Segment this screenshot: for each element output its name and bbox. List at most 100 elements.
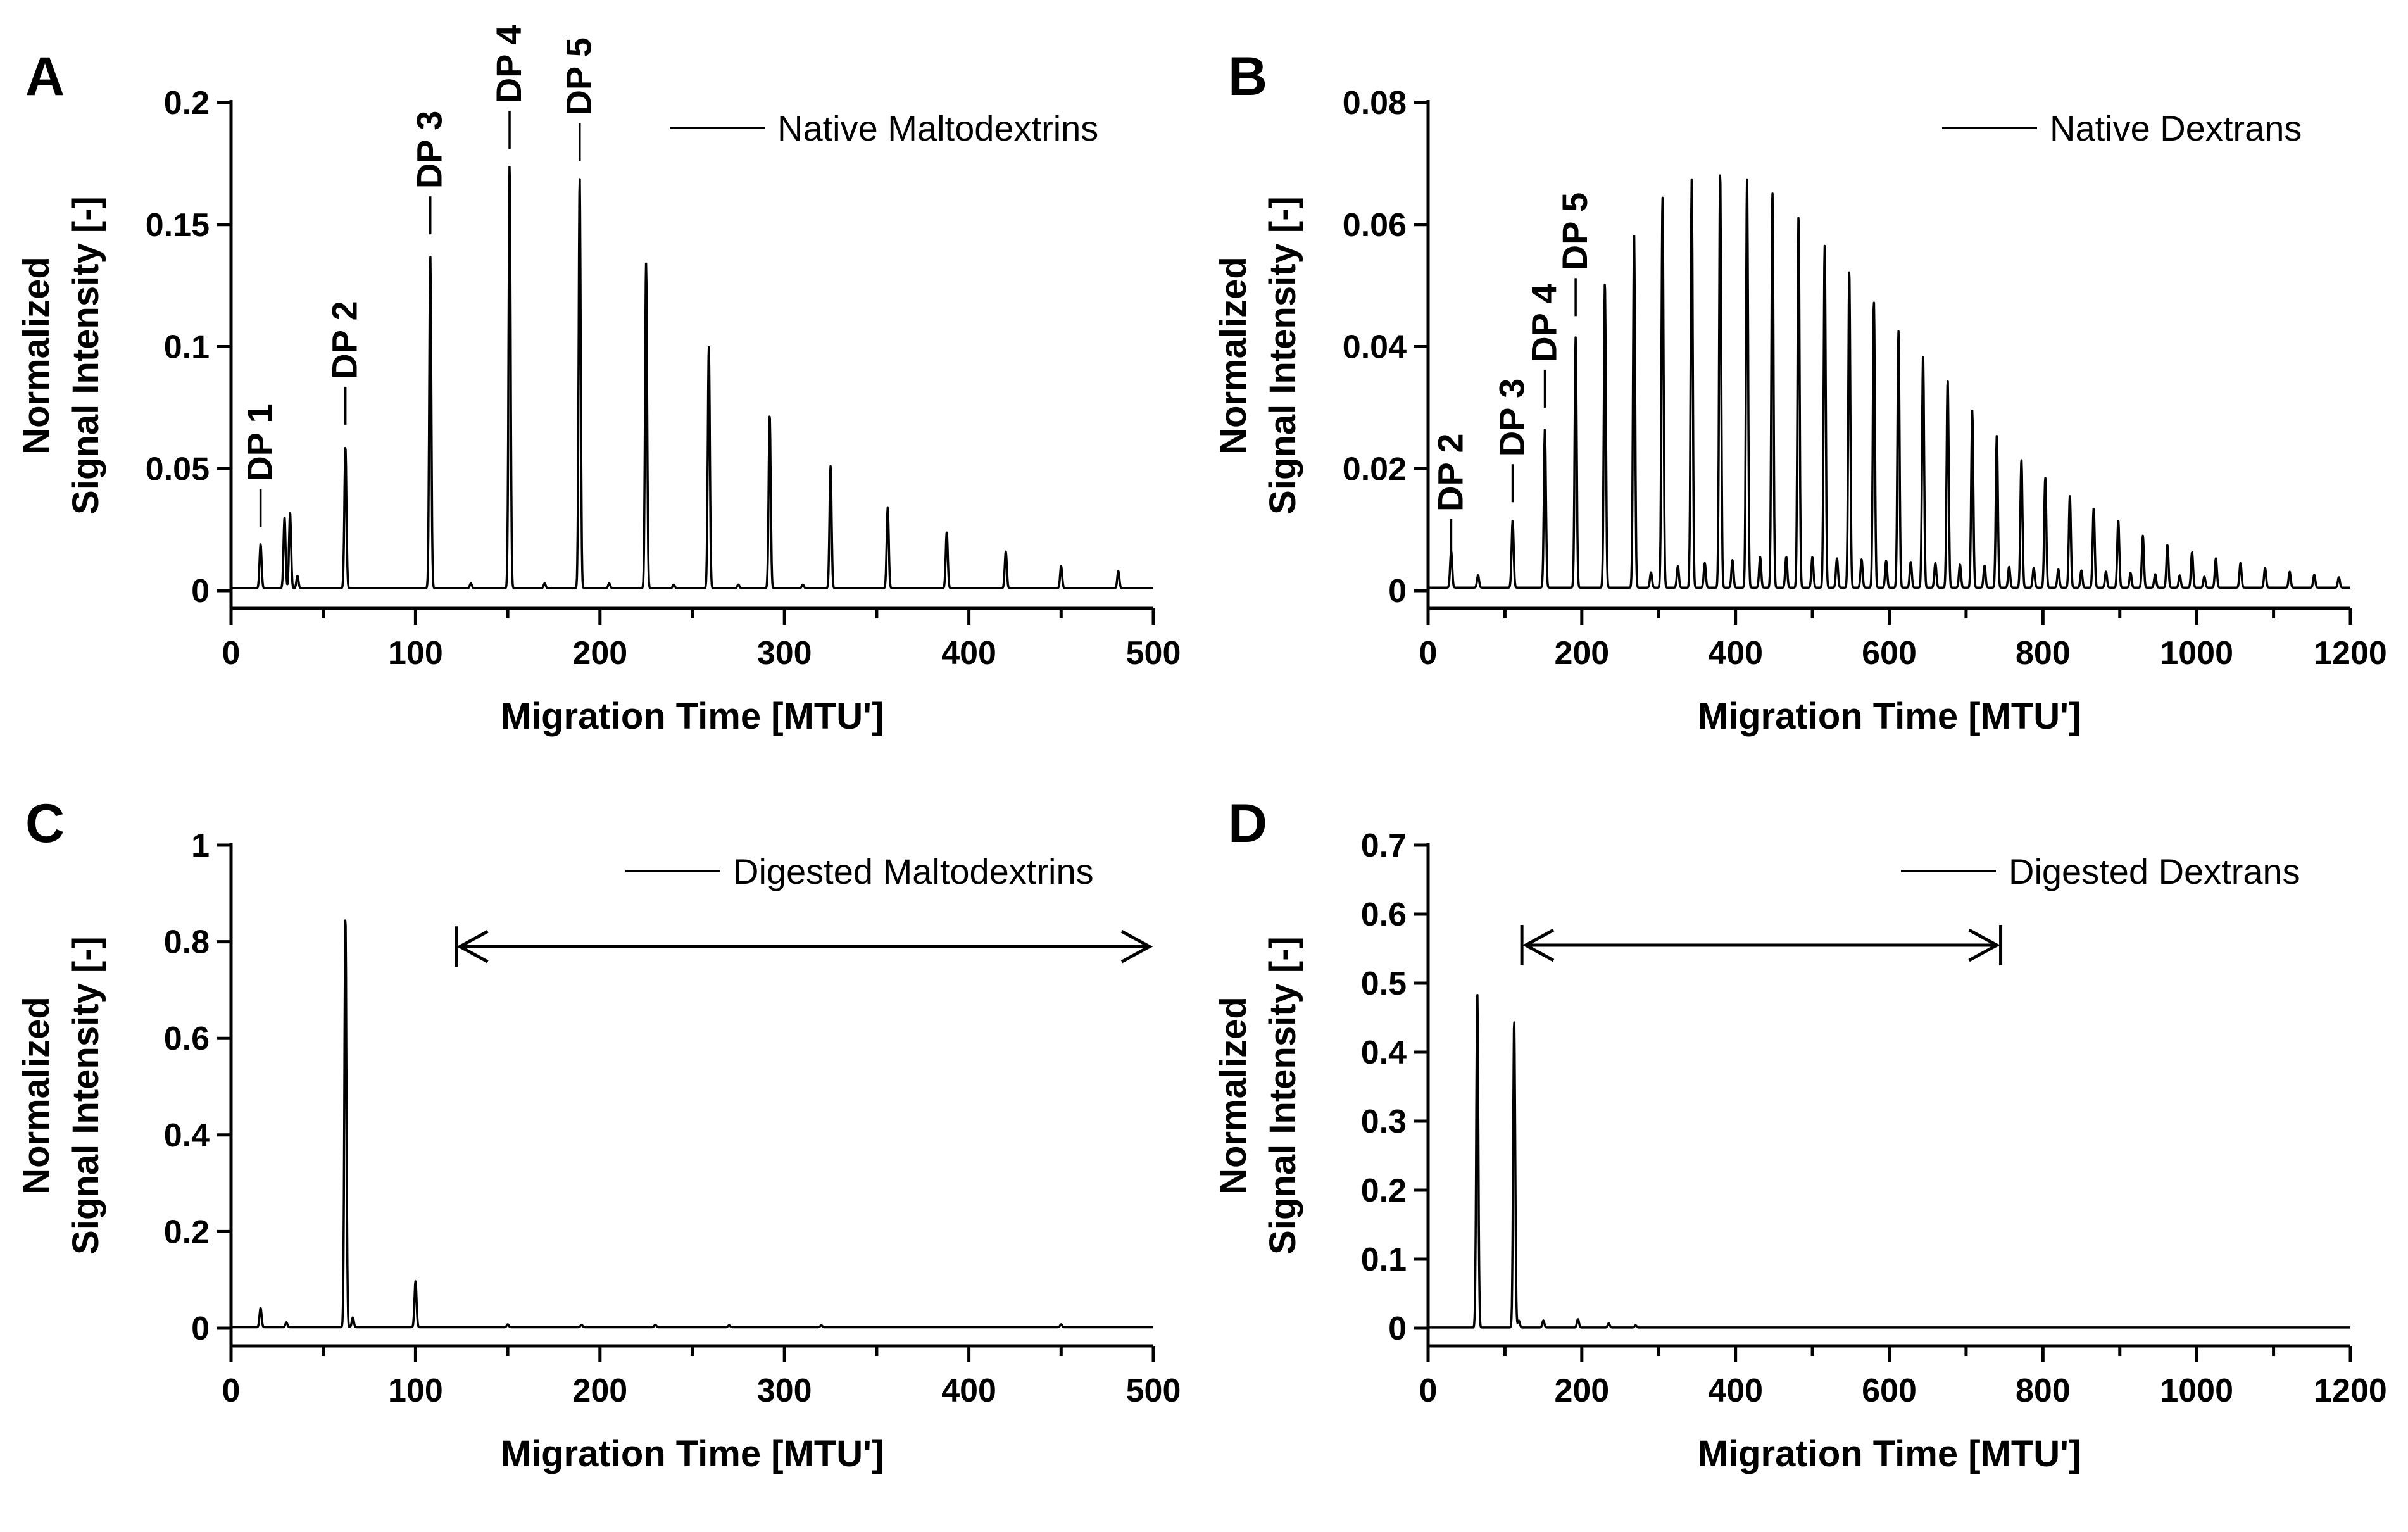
chart-c-range-arrow-left-head (456, 930, 489, 964)
chart-c-y-tick-label: 0.4 (164, 1117, 210, 1154)
chart-a-panel-letter: A (25, 46, 65, 107)
chart-d-x-tick-label: 0 (1419, 1372, 1438, 1409)
chart-b-peak-point (1719, 172, 1721, 174)
chart-b-y-tick-label: 0.04 (1343, 329, 1407, 366)
chart-a-x-tick-label: 0 (222, 635, 241, 672)
chart-a-y-tick-label: 0.2 (164, 85, 210, 122)
chart-b-y-axis-title-line2: Signal Intensity [-] (1262, 196, 1303, 515)
chart-c-y-tick-label: 0.2 (164, 1214, 210, 1250)
chart-c-x-tick-label: 300 (757, 1372, 812, 1409)
chart-b-x-tick-label: 1000 (2160, 635, 2233, 672)
chart-a-y-axis-title-line2: Signal Intensity [-] (65, 196, 106, 515)
chart-d-y-tick-label: 0.7 (1361, 827, 1407, 864)
chart-c-legend-label: Digested Maltodextrins (733, 851, 1094, 891)
chart-b-y-tick-label: 0.02 (1343, 451, 1407, 487)
chart-b-x-tick-label: 800 (2016, 635, 2071, 672)
chart-a-peak-point (429, 253, 432, 255)
chart-b-panel-letter: B (1228, 46, 1267, 107)
chart-b-x-tick-label: 400 (1708, 635, 1763, 672)
chart-b-legend-label: Native Dextrans (2050, 108, 2302, 148)
chart-d-y-tick-label: 0 (1388, 1310, 1407, 1347)
chart-a: A 0 0.05 0.1 0.15 0.2 0 100 200 300 400 500 Migratio… (16, 25, 1181, 737)
chart-c-y-tick-label: 0.6 (164, 1020, 210, 1057)
chart-b-annotation-label: DP 2 (1430, 434, 1470, 512)
chart-b-peak-point (1633, 232, 1635, 235)
chart-a-annotation-label: DP 4 (489, 25, 529, 103)
chart-c-y-axis-title-line1: Normalized (16, 996, 57, 1195)
chart-b-y-tick-label: 0 (1388, 573, 1407, 610)
chart-b: B 0 0.02 0.04 0.06 0.08 0 200 400 600 800 1000 1200 M… (1213, 46, 2387, 737)
chart-c-x-tick-label: 100 (388, 1372, 443, 1409)
chart-c-y-axis-title-line2: Signal Intensity [-] (65, 936, 106, 1255)
chart-b-peak-point (1848, 269, 1850, 272)
chart-b-y-tick-label: 0.06 (1343, 207, 1407, 244)
chart-a-y-tick-label: 0.1 (164, 329, 210, 366)
chart-a-annotation-label: DP 2 (325, 301, 365, 379)
chart-d-peak-point (1513, 1019, 1515, 1022)
chart-b-x-tick-label: 600 (1862, 635, 1917, 672)
chart-d-range-arrow-right-head (1968, 928, 2000, 962)
chart-b-x-tick-label: 0 (1419, 635, 1438, 672)
chart-d-legend-label: Digested Dextrans (2009, 851, 2300, 891)
chart-d-x-tick-label: 1200 (2314, 1372, 2387, 1409)
chart-c-y-tick-label: 1 (191, 827, 210, 864)
chart-d-trace-line (1427, 994, 2352, 1329)
chart-a-x-tick-label: 400 (941, 635, 996, 672)
chart-c-panel-letter: C (25, 793, 65, 854)
chart-b-peak-point (1603, 281, 1606, 284)
chart-c-y-tick-label: 0 (191, 1310, 210, 1347)
chart-a-x-tick-label: 100 (388, 635, 443, 672)
chart-d-y-tick-label: 0.3 (1361, 1103, 1407, 1140)
chart-a-x-tick-label: 300 (757, 635, 812, 672)
chart-d-y-axis-title-line2: Signal Intensity [-] (1262, 936, 1303, 1255)
chart-a-annotation-label: DP 5 (559, 37, 599, 115)
chart-c-x-axis-title: Migration Time [MTU'] (501, 1433, 884, 1474)
chart-d-range-arrow-left-head (1522, 928, 1555, 962)
chart-b-trace-line (1427, 174, 2352, 589)
chart-c-x-tick-label: 0 (222, 1372, 241, 1409)
chart-d-y-tick-label: 0.4 (1361, 1034, 1407, 1071)
chart-b-y-axis-title-line1: Normalized (1213, 256, 1254, 455)
chart-a-legend-label: Native Maltodextrins (777, 108, 1098, 148)
chart-b-y-tick-label: 0.08 (1343, 85, 1407, 122)
chart-d-x-axis-title: Migration Time [MTU'] (1698, 1433, 2081, 1474)
chart-b-peak-point (1771, 190, 1774, 192)
chart-c-x-tick-label: 400 (941, 1372, 996, 1409)
chart-a-x-axis-title: Migration Time [MTU'] (501, 696, 884, 737)
chart-d-peak-point (1476, 991, 1479, 994)
chart-c-x-tick-label: 500 (1126, 1372, 1181, 1409)
chart-d-x-tick-label: 600 (1862, 1372, 1917, 1409)
chart-a-trace-line (230, 166, 1155, 589)
chart-d-y-tick-label: 0.6 (1361, 896, 1407, 933)
chart-a-y-axis-title-line1: Normalized (16, 256, 57, 455)
chart-a-y-tick-label: 0.15 (146, 207, 210, 244)
chart-d-y-tick-label: 0.2 (1361, 1172, 1407, 1209)
chart-b-x-axis-title: Migration Time [MTU'] (1698, 696, 2081, 737)
chart-c-y-tick-label: 0.8 (164, 924, 210, 961)
chart-b-annotation-label: DP 4 (1524, 284, 1564, 361)
chart-d: D 0 0.1 0.2 0.3 0.4 0.5 0.6 0.7 0 200 400 600 800 1000… (1213, 793, 2387, 1474)
chart-c-peak-point (344, 915, 347, 918)
chart-d-x-tick-label: 200 (1554, 1372, 1609, 1409)
chart-a-annotation-label: DP 3 (410, 111, 449, 189)
chart-a-annotation-label: DP 1 (240, 403, 280, 481)
chart-a-x-tick-label: 200 (572, 635, 627, 672)
chart-d-x-tick-label: 800 (2016, 1372, 2071, 1409)
chart-d-x-tick-label: 400 (1708, 1372, 1763, 1409)
chart-b-peak-point (1797, 214, 1800, 217)
chart-d-panel-letter: D (1228, 793, 1267, 854)
chart-d-y-axis-title-line1: Normalized (1213, 996, 1254, 1195)
chart-c-x-tick-label: 200 (572, 1372, 627, 1409)
chart-d-x-tick-label: 1000 (2160, 1372, 2233, 1409)
chart-c: C 0 0.2 0.4 0.6 0.8 1 0 100 200 300 400 500 Migration… (16, 793, 1181, 1474)
chart-b-x-tick-label: 200 (1554, 635, 1609, 672)
chart-c-trace-line (230, 919, 1155, 1329)
chart-d-y-tick-label: 0.1 (1361, 1241, 1407, 1278)
chart-a-x-tick-label: 500 (1126, 635, 1181, 672)
chart-b-annotation-label: DP 3 (1492, 379, 1532, 456)
chart-b-x-tick-label: 1200 (2314, 635, 2387, 672)
chart-a-y-tick-label: 0.05 (146, 451, 210, 487)
chart-a-y-tick-label: 0 (191, 573, 210, 610)
chart-c-range-arrow-right-head (1120, 930, 1153, 964)
